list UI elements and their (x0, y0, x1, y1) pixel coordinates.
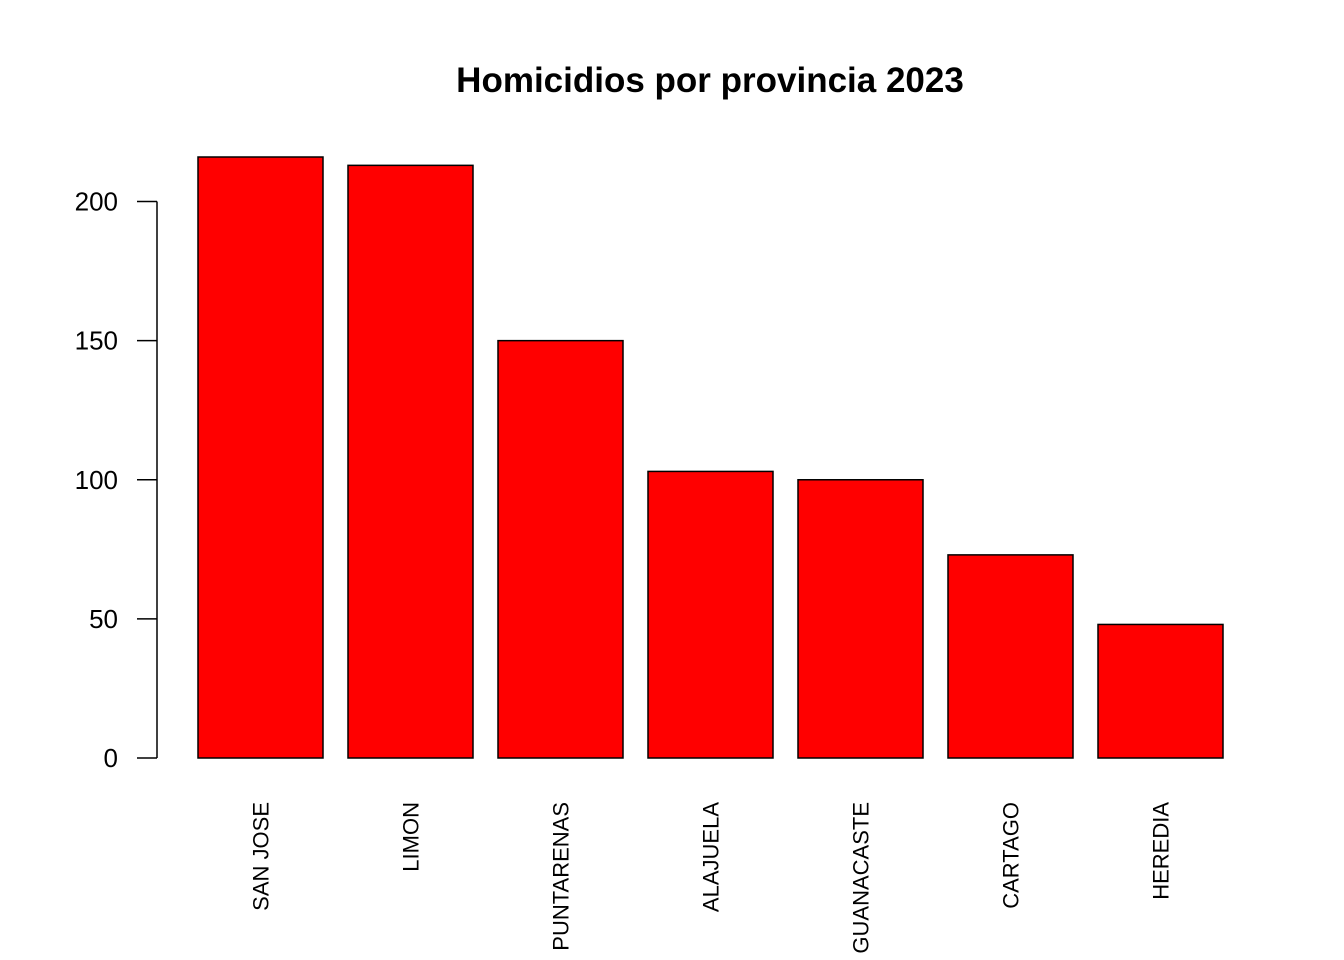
x-tick-label: ALAJUELA (699, 802, 724, 912)
x-axis-labels: SAN JOSE LIMON PUNTARENAS ALAJUELA GUANACAST… (249, 802, 1174, 954)
y-tick-label: 0 (104, 743, 118, 773)
bar (947, 554, 1074, 759)
bars (197, 156, 1224, 759)
x-tick-label: CARTAGO (999, 802, 1024, 909)
chart-title: Homicidios por provincia 2023 (456, 61, 964, 100)
y-tick-label: 100 (75, 465, 118, 495)
bar (347, 164, 474, 759)
y-tick-label: 50 (89, 604, 118, 634)
bar (1097, 623, 1224, 759)
x-tick-label: SAN JOSE (249, 802, 274, 911)
bar (497, 339, 624, 759)
x-tick-label: GUANACASTE (849, 802, 874, 954)
bar (647, 470, 774, 759)
x-tick-label: PUNTARENAS (549, 802, 574, 951)
x-tick-label: LIMON (399, 802, 424, 872)
y-tick-label: 150 (75, 326, 118, 356)
y-tick-label: 200 (75, 187, 118, 217)
x-tick-label: HEREDIA (1149, 802, 1174, 900)
bar (797, 479, 924, 759)
bar (197, 156, 324, 759)
y-axis: 0 50 100 150 200 (75, 187, 158, 773)
